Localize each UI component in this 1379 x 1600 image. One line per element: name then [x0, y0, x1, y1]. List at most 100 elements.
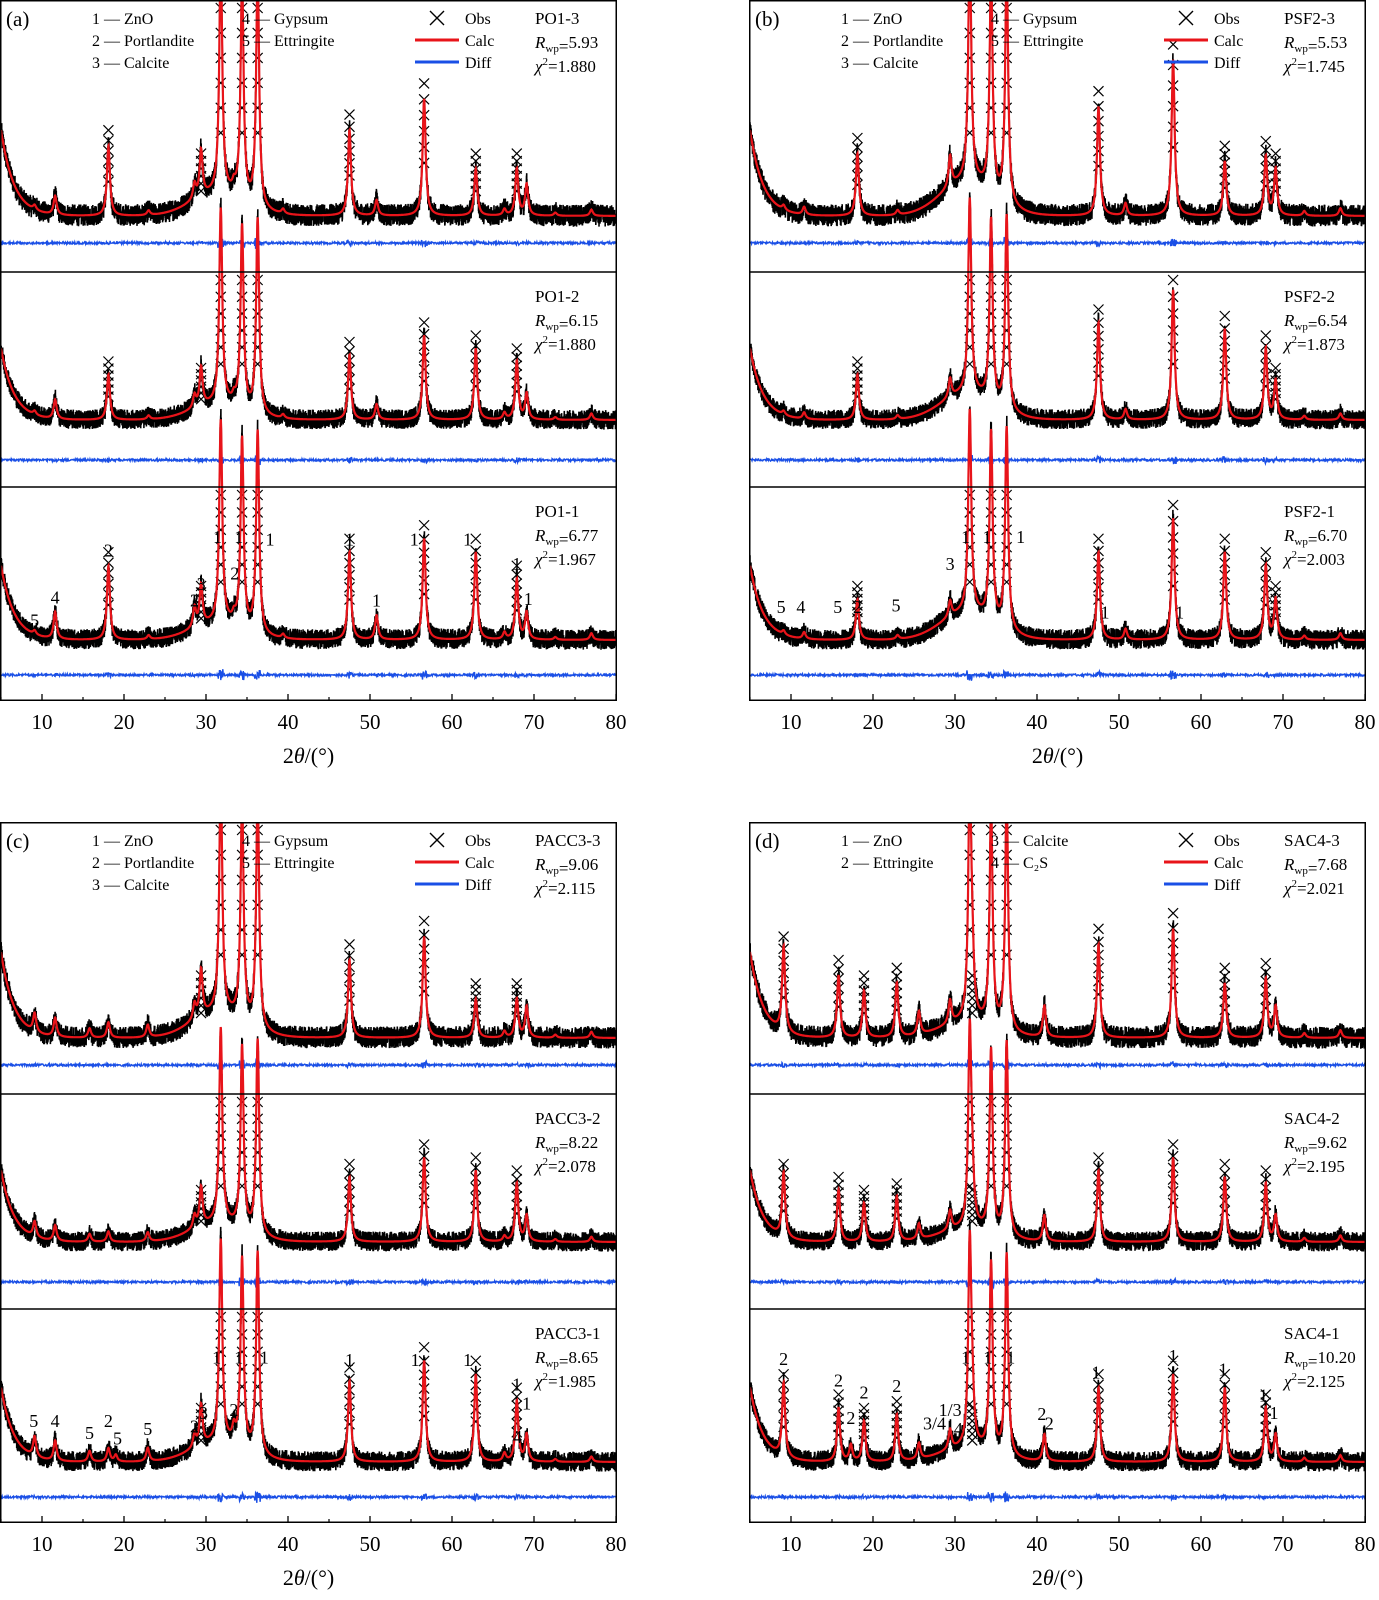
- obs-marker: [1219, 594, 1231, 605]
- obs-marker: [833, 1421, 844, 1433]
- calc-series: [749, 197, 1365, 421]
- obs-marker: [215, 506, 227, 518]
- peak-label: 2: [230, 563, 239, 583]
- obs-marker: [1001, 1096, 1013, 1108]
- rwp-stat: Rwp=9.06: [534, 855, 598, 878]
- diff-series: [749, 1491, 1366, 1503]
- x-tick-label: 20: [114, 1532, 135, 1556]
- obs-marker: [778, 1368, 790, 1380]
- x-tick-label: 70: [1273, 710, 1294, 734]
- obs-marker: [985, 1130, 997, 1142]
- obs-marker: [985, 524, 997, 536]
- obs-marker: [236, 102, 248, 114]
- diff-series: [749, 454, 1366, 467]
- peak-label: 5: [30, 611, 39, 631]
- obs-marker: [1219, 1379, 1231, 1391]
- obs-marker: [344, 950, 355, 962]
- panel-tag: (a): [6, 7, 29, 31]
- obs-marker: [1167, 564, 1179, 576]
- obs-marker: [470, 340, 482, 352]
- obs-marker: [344, 1205, 355, 1217]
- phase-key-ettringite: 5 — Ettringite: [242, 33, 334, 50]
- phase-key-gypsum: 4 — Gypsum: [991, 11, 1078, 28]
- peak-label: 2: [846, 1408, 855, 1428]
- obs-marker: [1001, 308, 1013, 320]
- obs-marker: [344, 1196, 355, 1207]
- obs-marker: [344, 938, 355, 950]
- peak-label: 2: [1037, 1404, 1046, 1424]
- obs-marker: [1093, 594, 1104, 605]
- obs-marker: [252, 541, 264, 553]
- obs-marker: [1093, 923, 1104, 935]
- obs-marker: [964, 849, 976, 861]
- obs-marker: [195, 1434, 207, 1446]
- obs-marker: [851, 170, 863, 181]
- obs-marker: [851, 179, 863, 191]
- obs-marker: [966, 1434, 978, 1446]
- obs-marker: [1219, 581, 1231, 593]
- obs-marker: [215, 489, 227, 501]
- peak-label: 1: [234, 527, 243, 547]
- obs-marker: [511, 1382, 523, 1394]
- obs-marker: [252, 506, 264, 518]
- obs-marker: [511, 1173, 523, 1185]
- plot-frame: [0, 0, 617, 701]
- obs-marker: [851, 141, 863, 153]
- obs-marker: [964, 506, 976, 518]
- obs-marker: [470, 594, 482, 605]
- x-axis-label: 2θ/(°): [1032, 1565, 1083, 1590]
- obs-marker: [778, 1400, 790, 1412]
- obs-marker: [236, 1328, 248, 1340]
- obs-marker: [215, 1311, 227, 1323]
- pattern-PACC3-2: [0, 1026, 617, 1288]
- obs-marker: [1167, 907, 1179, 919]
- legend-marker: [429, 832, 445, 848]
- x-tick-label: 70: [1273, 1532, 1294, 1556]
- peak-label: 1: [1092, 1362, 1101, 1382]
- obs-marker: [215, 52, 227, 64]
- obs-marker: [985, 1146, 997, 1158]
- obs-marker: [985, 1363, 997, 1375]
- obs-marker: [1001, 899, 1013, 911]
- obs-marker: [1001, 291, 1013, 303]
- obs-marker: [851, 391, 863, 403]
- peak-label: 1: [212, 1347, 221, 1367]
- obs-marker: [1093, 1152, 1104, 1163]
- chi2-stat: χ2=2.125: [1282, 1371, 1345, 1391]
- chi2-value: 1.985: [558, 1372, 596, 1391]
- obs-marker: [1001, 274, 1013, 286]
- obs-marker: [1260, 546, 1272, 558]
- peak-label: 1: [345, 1350, 354, 1370]
- obs-marker: [344, 594, 355, 605]
- x-tick-label: 40: [1027, 1532, 1048, 1556]
- peak-label: 3: [197, 574, 206, 594]
- obs-marker: [344, 121, 355, 133]
- obs-marker: [344, 581, 355, 593]
- chi2-value: 2.125: [1307, 1372, 1345, 1391]
- obs-marker: [1219, 372, 1231, 384]
- obs-marker: [985, 899, 997, 911]
- x-tick-label: 60: [442, 710, 463, 734]
- obs-marker: [964, 291, 976, 303]
- legend-marker: [429, 10, 445, 26]
- phase-key-zno: 1 — ZnO: [841, 11, 902, 28]
- obs-marker: [511, 1417, 523, 1429]
- x-tick-label: 40: [278, 1532, 299, 1556]
- obs-marker: [236, 1096, 248, 1108]
- obs-marker: [1001, 77, 1013, 89]
- phase-key-zno: 1 — ZnO: [92, 833, 153, 850]
- rwp-stat: Rwp=7.68: [1283, 855, 1347, 878]
- peak-label: 2: [229, 1400, 238, 1420]
- chi2-stat: χ2=2.115: [533, 878, 595, 898]
- chi2-value: 1.880: [558, 57, 596, 76]
- x-tick-label: 30: [945, 1532, 966, 1556]
- obs-marker: [1167, 982, 1179, 994]
- obs-marker: [252, 324, 264, 336]
- peak-label: 1: [524, 589, 533, 609]
- obs-marker: [418, 328, 430, 340]
- phase-key-zno: 1 — ZnO: [841, 833, 902, 850]
- obs-marker: [1093, 160, 1104, 172]
- obs-marker: [778, 1196, 790, 1207]
